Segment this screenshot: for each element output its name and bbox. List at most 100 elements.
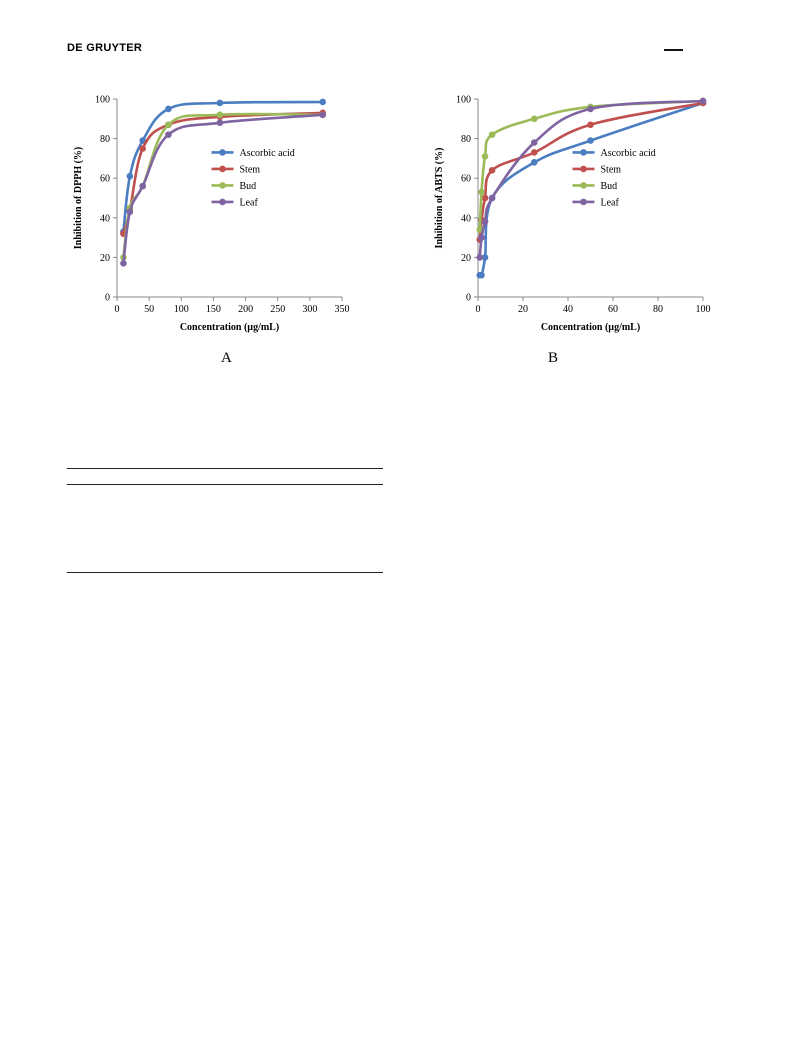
data-point-stem [587,121,594,129]
legend-label: Leaf [240,197,259,208]
data-point-leaf [488,194,496,202]
data-point-bud [481,153,489,160]
x-tick-label: 300 [302,304,317,315]
table-header-rule [67,484,383,485]
series-stem [120,109,327,237]
y-tick-label: 20 [461,253,471,264]
data-point-leaf [216,119,224,127]
x-tick-label: 100 [174,304,189,315]
panel-label-a: A [221,350,232,366]
data-point-leaf [165,131,172,138]
data-point-ascorbic-acid [216,99,224,107]
legend-item-stem: Stem [572,164,622,175]
y-tick-label: 80 [461,134,471,145]
legend-item-stem: Stem [211,164,261,175]
data-point-leaf [587,105,594,113]
legend-swatch-marker [219,165,226,173]
x-tick-label: 20 [518,304,528,315]
legend-label: Stem [601,164,622,175]
y-tick-label: 40 [461,213,471,224]
panel-label-b: B [548,350,559,366]
y-tick-label: 20 [100,253,110,264]
data-point-ascorbic-acid [319,98,327,106]
x-axis-title: Concentration (µg/mL) [541,322,640,333]
data-point-stem [530,149,538,156]
series-bud [476,97,707,233]
series-leaf [476,97,707,261]
dpph-chart: 0 20 40 60 80 100 0 50 100 150 200 250 300 350 Concent… [62,84,362,344]
abts-chart: 0 20 40 60 80 100 0 20 40 60 80 100 Concentration (µ… [423,84,723,344]
data-point-bud [488,131,496,138]
y-tick-label: 60 [461,174,471,185]
legend-label: Ascorbic acid [601,148,656,159]
data-point-leaf [319,111,327,119]
publisher-logo: DE GRUYTER [67,42,143,54]
y-tick-label: 40 [100,213,110,224]
x-tick-label: 0 [115,304,120,315]
legend-label: Leaf [601,197,620,208]
legend-label: Bud [601,181,618,192]
legend-item-leaf: Leaf [572,197,620,208]
data-point-leaf [126,208,134,216]
data-point-ascorbic-acid [481,254,489,261]
header-dash [664,49,683,51]
table-bottom-rule [67,572,383,573]
x-tick-label: 150 [206,304,221,315]
data-point-leaf [476,254,484,261]
series-leaf [120,111,327,267]
legend-swatch-marker [580,165,587,173]
legend-swatch-marker [219,198,226,206]
x-tick-label: 60 [608,304,618,315]
y-tick-label: 100 [456,95,471,106]
x-tick-label: 40 [563,304,573,315]
data-point-leaf [481,218,489,226]
data-point-ascorbic-acid [587,137,594,144]
data-point-leaf [139,182,147,190]
data-point-ascorbic-acid [165,105,172,113]
data-point-leaf [120,260,127,267]
data-point-stem [488,166,496,174]
y-tick-label: 100 [95,95,110,106]
legend-label: Stem [240,164,261,175]
legend-swatch-marker [219,149,226,156]
dpph-chart-svg: 0 20 40 60 80 100 0 50 100 150 200 250 300 350 Concent… [73,95,350,334]
x-tick-label: 350 [335,304,350,315]
legend-item-leaf: Leaf [211,197,259,208]
data-point-bud [216,111,224,119]
legend-item-bud: Bud [211,181,256,192]
y-tick-label: 0 [105,293,110,304]
data-point-ascorbic-acid [126,172,134,180]
x-axis-title: Concentration (µg/mL) [180,322,279,333]
data-point-ascorbic-acid [139,137,147,144]
data-point-bud [478,188,485,196]
data-point-leaf [478,234,485,241]
y-axis-title: Inhibition of DPPH (%) [73,147,84,250]
series-line-ascorbic-acid [478,101,704,278]
data-point-ascorbic-acid [530,159,538,166]
legend-item-ascorbic-acid: Ascorbic acid [572,148,656,159]
data-point-bud [165,121,172,129]
data-point-leaf [530,139,538,146]
series-line-stem [122,111,323,234]
data-point-ascorbic-acid [478,271,485,279]
abts-chart-svg: 0 20 40 60 80 100 0 20 40 60 80 100 Concentration (µ… [434,95,711,334]
data-point-stem [481,194,489,202]
legend-label: Ascorbic acid [240,148,295,159]
y-tick-label: 60 [100,174,110,185]
data-point-bud [530,115,538,123]
legend-swatch-marker [580,149,587,156]
y-tick-label: 0 [466,293,471,304]
legend-item-ascorbic-acid: Ascorbic acid [211,148,295,159]
data-point-stem [139,145,147,152]
x-tick-label: 50 [144,304,154,315]
y-tick-label: 80 [100,134,110,145]
x-tick-label: 0 [476,304,481,315]
legend-swatch-marker [219,182,226,189]
table-top-rule [67,468,383,469]
legend-swatch-marker [580,182,587,189]
legend-item-bud: Bud [572,181,618,192]
data-point-leaf [699,97,707,105]
y-axis-title: Inhibition of ABTS (%) [434,148,445,249]
x-tick-label: 200 [238,304,253,315]
legend-swatch-marker [580,198,587,206]
